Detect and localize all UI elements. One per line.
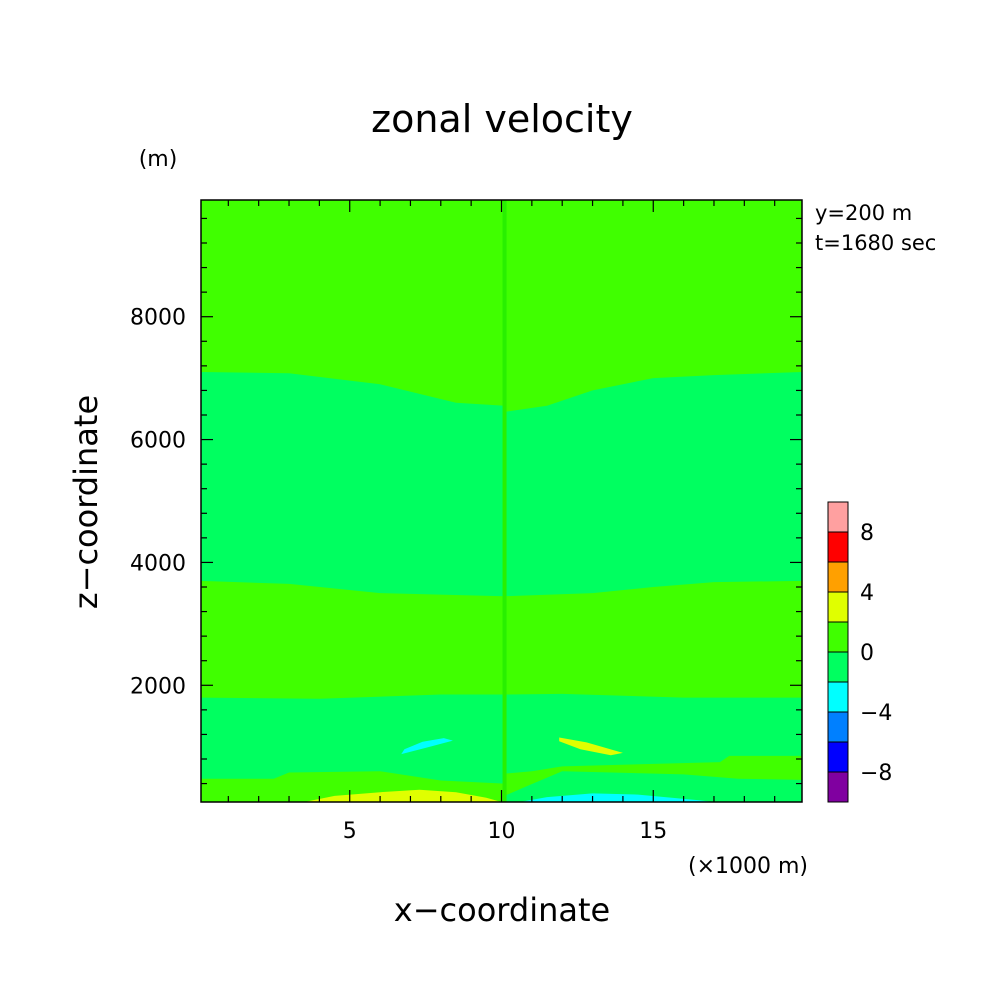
chart-title: zonal velocity bbox=[371, 97, 633, 141]
y-axis-label: z−coordinate bbox=[67, 395, 105, 609]
y-tick-label: 8000 bbox=[130, 306, 186, 331]
x-tick-labels: 5 10 15 bbox=[343, 819, 668, 844]
colorbar-swatch-9 bbox=[827, 501, 849, 533]
axis-ticks bbox=[201, 200, 802, 802]
contour-region-2 bbox=[201, 694, 505, 784]
colorbar: −8 −4 0 4 8 bbox=[827, 501, 892, 803]
y-tick-labels: 2000 4000 6000 8000 bbox=[130, 306, 186, 700]
annotation-y: y=200 m bbox=[815, 201, 912, 225]
contour-region-7 bbox=[401, 738, 453, 755]
plot-area bbox=[200, 199, 803, 803]
colorbar-swatch-7 bbox=[827, 561, 849, 593]
colorbar-label: 4 bbox=[860, 581, 874, 606]
y-tick-label: 6000 bbox=[130, 429, 186, 454]
contour-region-0 bbox=[201, 372, 505, 597]
colorbar-swatch-0 bbox=[827, 771, 849, 803]
colorbar-swatch-3 bbox=[827, 681, 849, 713]
colorbar-swatch-5 bbox=[827, 621, 849, 653]
contour-region-6 bbox=[519, 793, 714, 802]
y-tick-label: 4000 bbox=[130, 551, 186, 576]
y-axis-unit: (m) bbox=[139, 147, 178, 172]
contour-region-3 bbox=[504, 693, 802, 774]
colorbar-swatch-6 bbox=[827, 591, 849, 623]
x-tick-label: 15 bbox=[639, 819, 667, 844]
annotation-t: t=1680 sec bbox=[815, 231, 936, 255]
contour-region-4 bbox=[504, 771, 802, 802]
colorbar-swatch-8 bbox=[827, 531, 849, 563]
contour-regions bbox=[201, 372, 802, 802]
x-axis-label: x−coordinate bbox=[394, 891, 610, 929]
x-axis-unit: (×1000 m) bbox=[688, 854, 808, 879]
contour-region-5 bbox=[304, 789, 502, 802]
colorbar-swatch-1 bbox=[827, 741, 849, 773]
y-tick-label: 2000 bbox=[130, 674, 186, 699]
colorbar-label: 8 bbox=[860, 521, 874, 546]
x-tick-label: 5 bbox=[343, 819, 357, 844]
colorbar-label: 0 bbox=[860, 641, 874, 666]
colorbar-swatch-2 bbox=[827, 711, 849, 743]
contour-region-1 bbox=[504, 372, 802, 597]
plot-frame bbox=[200, 199, 803, 803]
colorbar-swatch-4 bbox=[827, 651, 849, 683]
colorbar-label: −8 bbox=[860, 761, 892, 786]
colorbar-label: −4 bbox=[860, 701, 892, 726]
contour-region-8 bbox=[559, 737, 623, 756]
x-tick-label: 10 bbox=[488, 819, 516, 844]
